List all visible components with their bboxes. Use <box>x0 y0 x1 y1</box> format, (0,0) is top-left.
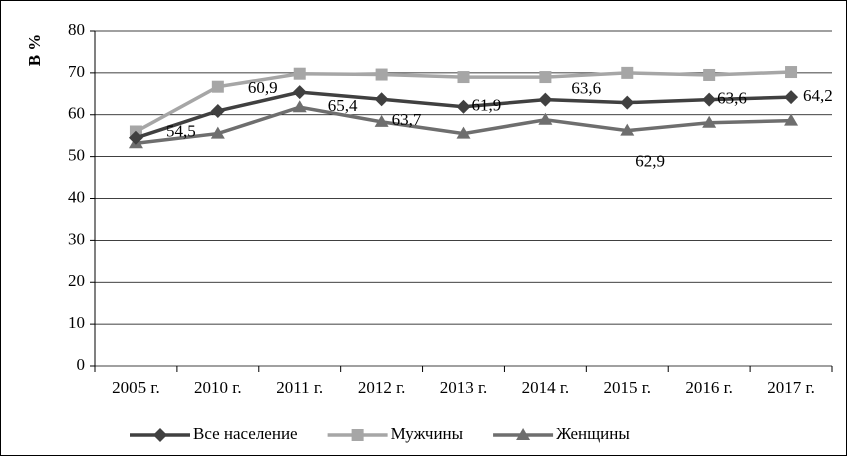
legend-label: Мужчины <box>391 424 464 443</box>
y-tick-label: 40 <box>68 187 85 206</box>
point <box>702 92 717 107</box>
y-tick-label: 50 <box>68 146 85 165</box>
y-tick-label: 10 <box>68 313 85 332</box>
data-label: 54,5 <box>166 122 196 141</box>
x-tick-label: 2012 г. <box>358 378 406 397</box>
point <box>374 114 389 127</box>
point <box>292 85 307 100</box>
data-label: 65,4 <box>328 96 358 115</box>
x-tick-label: 2015 г. <box>603 378 651 397</box>
point <box>784 90 799 105</box>
point <box>374 92 389 107</box>
legend-label: Все население <box>193 424 298 443</box>
x-tick-label: 2005 г. <box>112 378 160 397</box>
legend-marker <box>351 429 364 441</box>
x-tick-label: 2017 г. <box>767 378 815 397</box>
point <box>539 71 552 84</box>
y-tick-label: 20 <box>68 271 85 290</box>
data-label: 63,7 <box>392 110 422 129</box>
y-tick-label: 0 <box>77 355 86 374</box>
point <box>292 100 307 113</box>
data-label: 64,2 <box>803 86 833 105</box>
point <box>456 126 471 139</box>
point <box>210 126 225 139</box>
point <box>293 67 306 80</box>
point <box>703 68 716 81</box>
x-tick-label: 2016 г. <box>685 378 733 397</box>
y-tick-label: 70 <box>68 62 85 81</box>
y-tick-label: 60 <box>68 104 85 123</box>
data-label: 63,6 <box>571 79 601 98</box>
point <box>620 123 635 136</box>
x-tick-label: 2011 г. <box>276 378 323 397</box>
x-tick-label: 2010 г. <box>194 378 242 397</box>
legend-label: Женщины <box>556 424 630 443</box>
legend-marker <box>516 428 531 440</box>
point <box>210 103 225 118</box>
point <box>211 80 224 93</box>
x-tick-label: 2013 г. <box>440 378 488 397</box>
point <box>620 95 635 110</box>
point <box>784 113 799 126</box>
y-tick-label: 80 <box>68 20 85 39</box>
point <box>375 68 388 81</box>
point <box>538 112 553 125</box>
point <box>128 130 143 145</box>
x-tick-label: 2014 г. <box>522 378 570 397</box>
point <box>538 92 553 107</box>
legend-marker <box>153 428 167 442</box>
point <box>702 115 717 128</box>
y-axis-title: В % <box>25 34 44 67</box>
point <box>457 71 470 84</box>
point <box>456 99 471 114</box>
data-label: 63,6 <box>717 89 747 108</box>
data-label: 62,9 <box>635 152 665 171</box>
point <box>621 66 634 79</box>
data-label: 61,9 <box>472 96 502 115</box>
y-tick-label: 30 <box>68 229 85 248</box>
data-label: 60,9 <box>248 78 278 97</box>
point <box>785 66 798 79</box>
